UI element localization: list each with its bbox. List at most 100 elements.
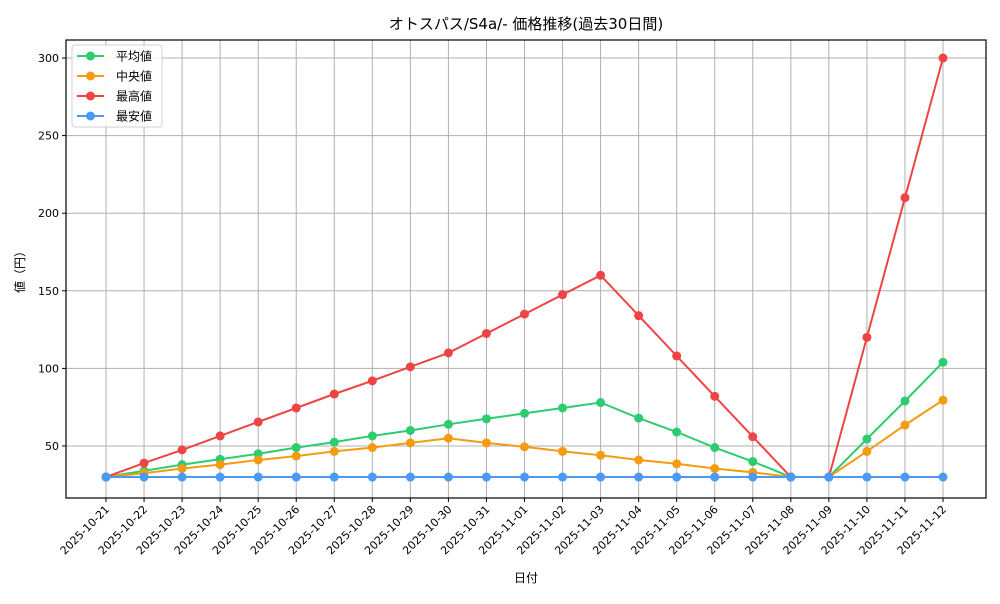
data-point xyxy=(101,472,111,482)
data-point xyxy=(367,443,377,453)
data-point xyxy=(748,457,758,467)
data-point xyxy=(558,446,568,456)
data-point xyxy=(672,427,682,437)
data-point xyxy=(329,472,339,482)
data-point xyxy=(405,362,415,372)
y-tick-label: 200 xyxy=(38,207,59,220)
y-axis: 50 100 150 200 250 300 xyxy=(38,52,66,453)
data-point xyxy=(215,431,225,441)
data-point xyxy=(672,472,682,482)
data-point xyxy=(634,472,644,482)
data-point xyxy=(253,472,263,482)
data-point xyxy=(405,472,415,482)
data-point xyxy=(748,472,758,482)
data-point xyxy=(443,348,453,358)
legend-item: 最安値 xyxy=(77,109,152,124)
data-point xyxy=(139,472,149,482)
data-point xyxy=(596,398,606,408)
data-point xyxy=(634,311,644,321)
data-point xyxy=(253,449,263,459)
data-point xyxy=(900,193,910,203)
data-point xyxy=(634,413,644,423)
data-point xyxy=(824,472,834,482)
legend-label: 中央値 xyxy=(116,69,152,84)
data-point xyxy=(558,403,568,413)
data-point xyxy=(443,419,453,429)
data-point xyxy=(900,472,910,482)
data-point xyxy=(558,290,568,300)
data-point xyxy=(443,433,453,443)
data-point xyxy=(481,472,491,482)
legend-label: 最高値 xyxy=(116,89,152,104)
x-axis: 2025-10-212025-10-222025-10-232025-10-24… xyxy=(58,498,949,557)
legend-item: 平均値 xyxy=(77,49,152,64)
legend-label: 平均値 xyxy=(116,49,152,64)
y-tick-label: 150 xyxy=(38,285,59,298)
y-axis-label: 値（円） xyxy=(12,245,27,293)
data-point xyxy=(862,472,872,482)
legend-label: 最安値 xyxy=(116,109,152,124)
y-tick-label: 100 xyxy=(38,362,59,375)
data-point xyxy=(938,357,948,367)
data-point xyxy=(520,408,529,418)
y-tick-label: 250 xyxy=(38,130,59,143)
data-point xyxy=(253,417,263,427)
data-point xyxy=(938,395,948,405)
data-point xyxy=(710,464,720,474)
data-point xyxy=(215,472,225,482)
data-point xyxy=(520,442,529,452)
series-lines xyxy=(101,53,948,482)
legend-item: 最高値 xyxy=(77,89,152,104)
data-point xyxy=(710,391,720,401)
legend-marker-icon xyxy=(86,111,95,121)
axes-frame xyxy=(65,39,987,499)
data-point xyxy=(710,472,720,482)
data-point xyxy=(596,472,606,482)
data-point xyxy=(367,431,377,441)
data-point xyxy=(215,460,225,470)
legend-marker-icon xyxy=(86,91,95,101)
data-point xyxy=(900,396,910,406)
data-point xyxy=(558,472,568,482)
data-point xyxy=(520,309,529,319)
x-axis-label: 日付 xyxy=(514,571,538,585)
data-point xyxy=(291,472,301,482)
data-point xyxy=(405,425,415,435)
data-point xyxy=(862,332,872,342)
data-point xyxy=(862,446,872,456)
data-point xyxy=(596,450,606,460)
data-point xyxy=(139,458,149,468)
data-point xyxy=(786,472,796,482)
data-point xyxy=(177,464,187,474)
data-point xyxy=(672,351,682,361)
data-point xyxy=(481,414,491,424)
legend-marker-icon xyxy=(86,71,95,81)
data-point xyxy=(177,472,187,482)
data-point xyxy=(367,376,377,386)
data-point xyxy=(253,455,263,465)
data-point xyxy=(329,446,339,456)
data-point xyxy=(443,472,453,482)
data-point xyxy=(291,451,301,461)
y-tick-label: 300 xyxy=(38,52,59,65)
chart-title: オトスパス/S4a/- 価格推移(過去30日間) xyxy=(389,15,663,33)
data-point xyxy=(405,438,415,448)
grid xyxy=(66,40,986,498)
data-point xyxy=(862,434,872,444)
data-point xyxy=(329,437,339,447)
data-point xyxy=(672,459,682,469)
data-point xyxy=(520,472,529,482)
data-point xyxy=(291,443,301,453)
series-最安値 xyxy=(101,472,948,482)
data-point xyxy=(900,420,910,430)
data-point xyxy=(177,445,187,455)
data-point xyxy=(748,432,758,442)
data-point xyxy=(481,438,491,448)
data-point xyxy=(329,389,339,399)
data-point xyxy=(367,472,377,482)
data-point xyxy=(938,472,948,482)
data-point xyxy=(291,403,301,413)
